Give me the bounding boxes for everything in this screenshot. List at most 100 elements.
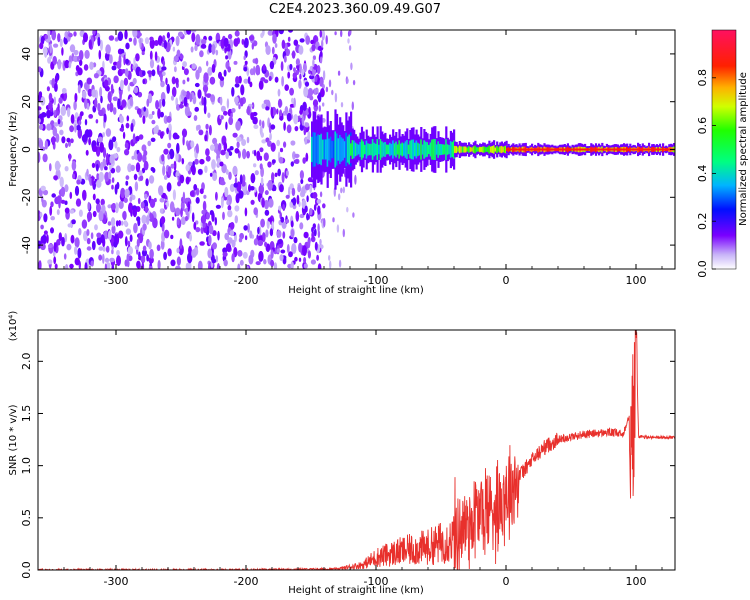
heatmap-cell bbox=[160, 216, 166, 225]
heatmap-cell bbox=[208, 234, 212, 246]
heatmap-cell bbox=[262, 64, 266, 71]
heatmap-cell bbox=[86, 77, 93, 85]
heatmap-cell bbox=[285, 194, 290, 199]
heatmap-cell bbox=[313, 88, 317, 95]
heatmap-cell bbox=[325, 139, 328, 160]
heatmap-cell bbox=[230, 112, 233, 119]
heatmap-cell bbox=[74, 246, 78, 255]
y-tick-label: 0 bbox=[20, 146, 33, 153]
heatmap-cell bbox=[296, 194, 300, 205]
heatmap-cell bbox=[306, 195, 309, 203]
heatmap-cell bbox=[499, 146, 502, 153]
heatmap-cell bbox=[53, 96, 57, 106]
heatmap-cell bbox=[298, 242, 303, 253]
heatmap-cell bbox=[281, 221, 287, 229]
y-tick-label: 2.0 bbox=[20, 353, 33, 371]
heatmap-cell bbox=[322, 70, 326, 81]
heatmap-cell bbox=[497, 147, 500, 152]
heatmap-cell bbox=[295, 58, 300, 66]
heatmap-cell bbox=[250, 199, 255, 205]
heatmap-cell bbox=[143, 150, 148, 157]
heatmap-cell bbox=[67, 223, 72, 228]
y-tick-label: -20 bbox=[20, 188, 33, 206]
x-tick-label: 0 bbox=[503, 274, 510, 287]
heatmap-cell bbox=[108, 171, 112, 180]
heatmap-cell bbox=[161, 154, 165, 162]
heatmap-cell bbox=[263, 79, 269, 84]
heatmap-cell bbox=[136, 32, 142, 37]
heatmap-cell bbox=[186, 30, 192, 35]
heatmap-cell bbox=[77, 247, 82, 259]
heatmap-cell bbox=[118, 201, 124, 209]
heatmap-cell bbox=[95, 163, 99, 172]
heatmap-cell bbox=[69, 125, 74, 133]
heatmap-cell bbox=[381, 141, 384, 158]
heatmap-cell bbox=[221, 163, 227, 174]
heatmap-cell bbox=[312, 223, 316, 230]
heatmap-cell bbox=[165, 77, 168, 86]
heatmap-cell bbox=[50, 136, 57, 144]
heatmap-cell bbox=[128, 37, 133, 42]
heatmap-cell bbox=[336, 224, 340, 233]
heatmap-cell bbox=[83, 32, 88, 43]
heatmap-cell bbox=[299, 213, 305, 219]
heatmap-cell bbox=[64, 264, 69, 269]
heatmap-cell bbox=[285, 49, 290, 57]
heatmap-cell bbox=[175, 265, 181, 269]
heatmap-cell bbox=[59, 129, 64, 136]
heatmap-cell bbox=[54, 82, 58, 92]
heatmap-cell bbox=[233, 182, 238, 188]
heatmap-cell bbox=[57, 59, 62, 70]
heatmap-cell bbox=[248, 35, 255, 41]
heatmap-cell bbox=[215, 204, 221, 209]
bottom-x-axis-label: Height of straight line (km) bbox=[288, 585, 424, 596]
heatmap-cell bbox=[124, 30, 128, 40]
heatmap-cell bbox=[348, 45, 352, 51]
heatmap-cell bbox=[336, 133, 339, 166]
heatmap-cell bbox=[233, 38, 239, 47]
heatmap-cell bbox=[195, 197, 200, 204]
heatmap-cell bbox=[154, 40, 159, 46]
heatmap-cell bbox=[129, 196, 133, 202]
heatmap-cell bbox=[489, 146, 493, 153]
heatmap-cell bbox=[477, 147, 480, 152]
heatmap-cell bbox=[236, 141, 240, 149]
heatmap-cell bbox=[234, 83, 240, 88]
heatmap-cell bbox=[299, 38, 305, 43]
heatmap-cell bbox=[251, 102, 255, 110]
heatmap-cell bbox=[120, 220, 124, 226]
heatmap-cell bbox=[311, 226, 314, 233]
x-tick-label: -200 bbox=[234, 274, 259, 287]
heatmap-cell bbox=[204, 165, 208, 173]
heatmap-cell bbox=[102, 132, 105, 138]
heatmap-cell bbox=[169, 201, 175, 212]
heatmap-cell bbox=[277, 168, 282, 177]
heatmap-cell bbox=[253, 124, 259, 129]
heatmap-cell bbox=[267, 30, 274, 36]
heatmap-cell bbox=[300, 178, 304, 184]
heatmap-cell bbox=[122, 131, 126, 139]
heatmap-cell bbox=[317, 263, 322, 269]
heatmap-cell bbox=[125, 58, 129, 65]
heatmap-cell bbox=[158, 185, 164, 196]
heatmap-cell bbox=[406, 140, 409, 159]
heatmap-cell bbox=[226, 200, 230, 206]
heatmap-cell bbox=[458, 145, 461, 154]
heatmap-cell bbox=[42, 234, 47, 245]
heatmap-cell bbox=[319, 30, 323, 38]
heatmap-cell bbox=[200, 43, 207, 49]
heatmap-cell bbox=[347, 38, 350, 44]
heatmap-cell bbox=[263, 259, 267, 265]
heatmap-cell bbox=[200, 215, 207, 224]
heatmap-cell bbox=[136, 238, 140, 247]
heatmap-cell bbox=[319, 238, 322, 246]
heatmap-cell bbox=[209, 172, 213, 177]
heatmap-cell bbox=[149, 50, 153, 61]
heatmap-cell bbox=[116, 255, 121, 267]
heatmap-cell bbox=[240, 97, 244, 107]
heatmap-cell bbox=[268, 75, 272, 82]
heatmap-cell bbox=[463, 146, 466, 153]
heatmap-cell bbox=[307, 177, 313, 183]
heatmap-cell bbox=[238, 104, 241, 110]
heatmap-cell bbox=[211, 43, 216, 55]
